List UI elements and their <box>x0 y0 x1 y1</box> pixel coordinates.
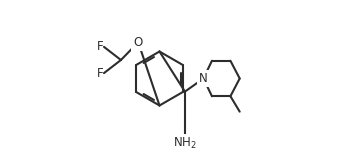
Text: F: F <box>96 67 103 80</box>
Text: N: N <box>199 72 208 85</box>
Text: F: F <box>96 40 103 53</box>
Text: O: O <box>134 36 143 49</box>
Text: NH$_2$: NH$_2$ <box>173 136 197 151</box>
